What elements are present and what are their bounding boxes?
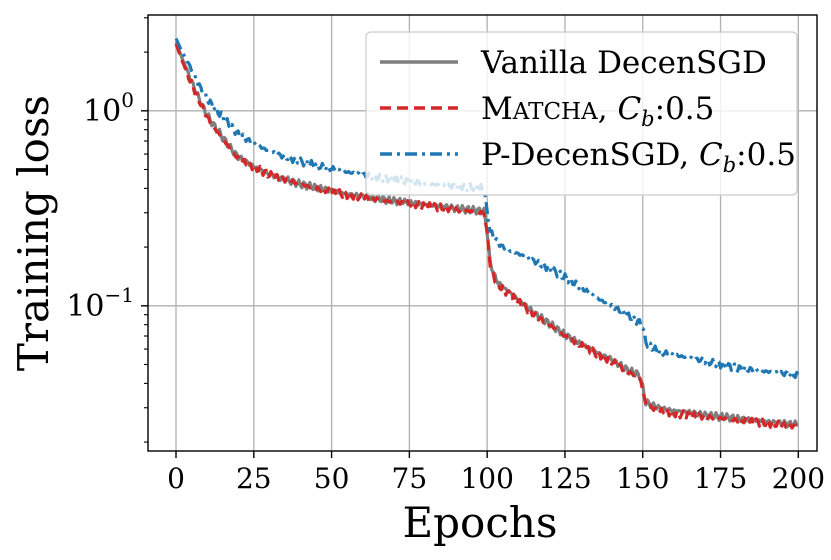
x-tick-label: 175	[694, 462, 747, 495]
x-tick-label: 100	[460, 462, 513, 495]
x-tick-label: 150	[616, 462, 669, 495]
y-tick-label: 100	[83, 88, 134, 129]
series-line-3	[174, 37, 800, 380]
legend: Vanilla DecenSGD MATCHA, Cb:0.5 P-DecenSGD…	[365, 31, 798, 196]
x-axis-label: Epochs	[403, 498, 558, 547]
x-tick-label: 75	[392, 462, 428, 495]
legend-label-2: MATCHA, Cb:0.5	[481, 91, 714, 131]
x-tick-label: 200	[772, 462, 825, 495]
x-tick-label: 125	[538, 462, 591, 495]
x-tick-label: 0	[167, 462, 185, 495]
x-tick-label: 50	[314, 462, 350, 495]
series-line-2	[174, 43, 800, 430]
legend-label-3: P-DecenSGD, Cb:0.5	[481, 137, 796, 177]
ticks: 0 25 50 75 100 125 150 175 200 100 10−1	[66, 17, 825, 495]
plot-frame	[147, 14, 818, 452]
y-tick-label: 10−1	[66, 283, 134, 324]
legend-label-1: Vanilla DecenSGD	[480, 45, 767, 81]
x-tick-label: 25	[236, 462, 272, 495]
series-layer	[174, 37, 800, 430]
axes-layer	[147, 14, 818, 452]
y-axis-label: Training loss	[9, 95, 58, 371]
legend-box	[365, 31, 798, 196]
